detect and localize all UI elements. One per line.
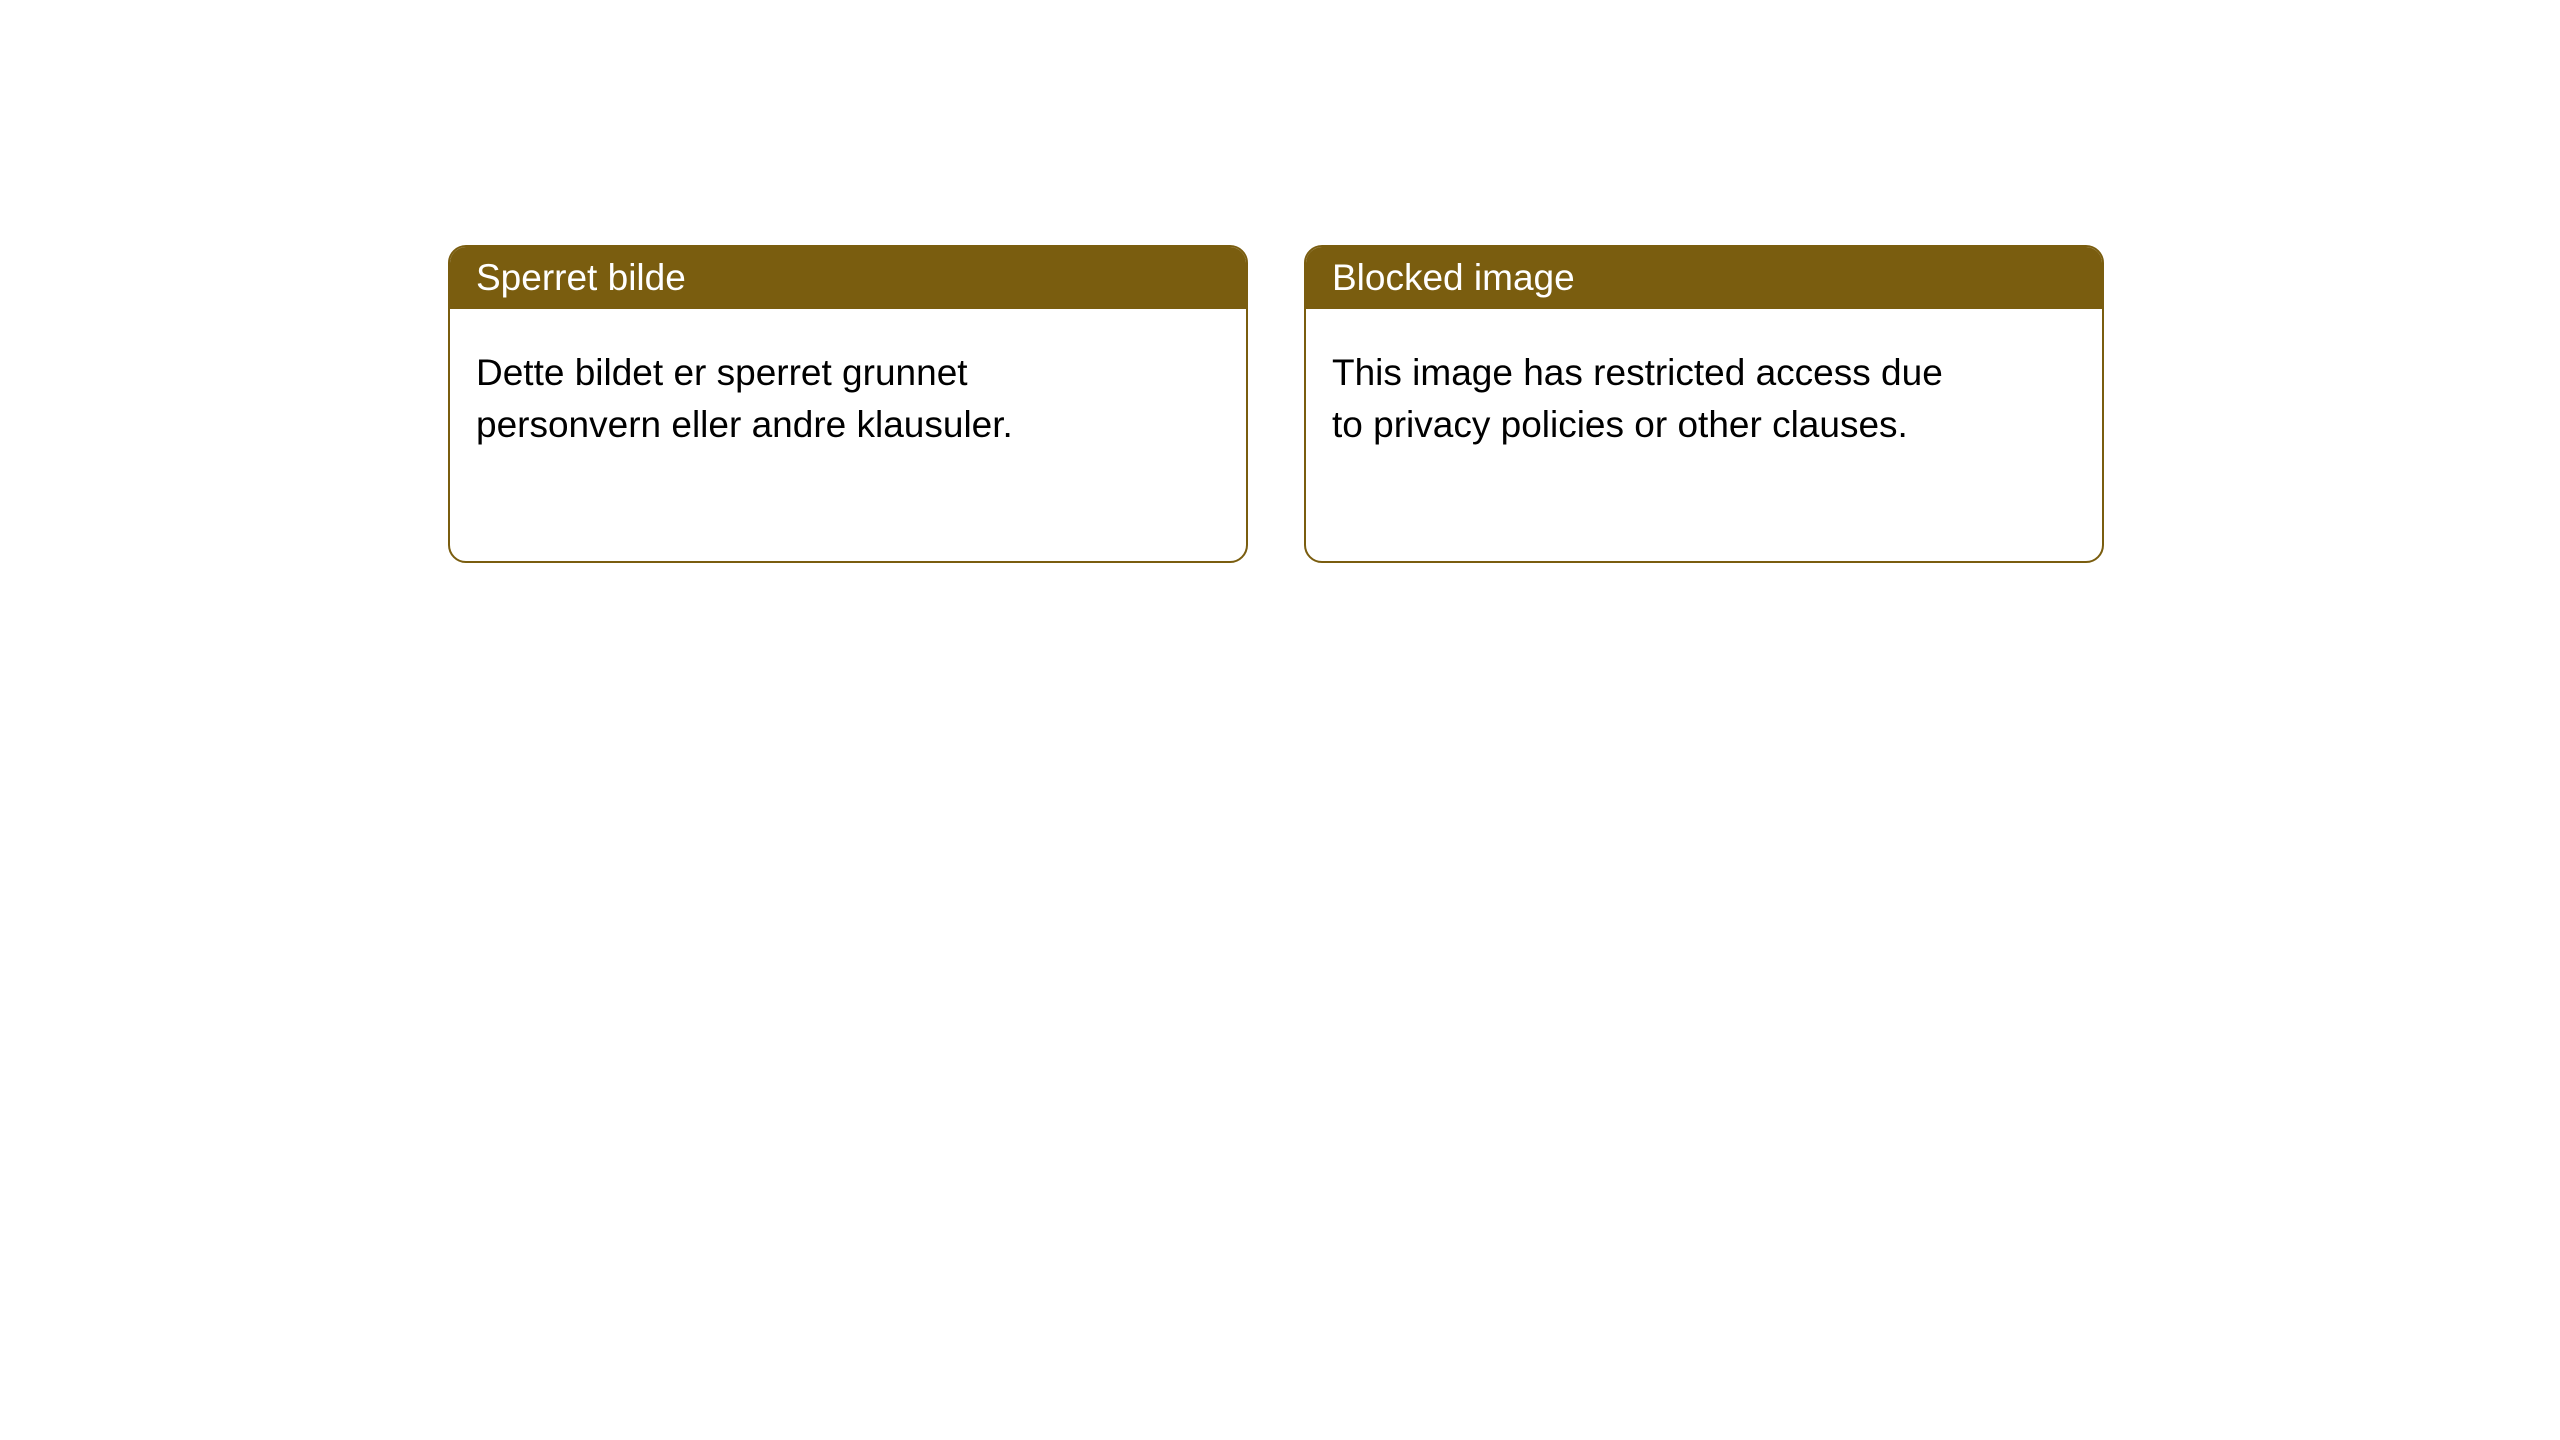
notice-card-norwegian: Sperret bilde Dette bildet er sperret gr… (448, 245, 1248, 563)
notice-header-english: Blocked image (1306, 247, 2102, 309)
notice-header-norwegian: Sperret bilde (450, 247, 1246, 309)
notice-body-norwegian: Dette bildet er sperret grunnet personve… (450, 309, 1150, 561)
notice-body-english: This image has restricted access due to … (1306, 309, 2006, 561)
notice-card-english: Blocked image This image has restricted … (1304, 245, 2104, 563)
notice-container: Sperret bilde Dette bildet er sperret gr… (448, 245, 2104, 563)
